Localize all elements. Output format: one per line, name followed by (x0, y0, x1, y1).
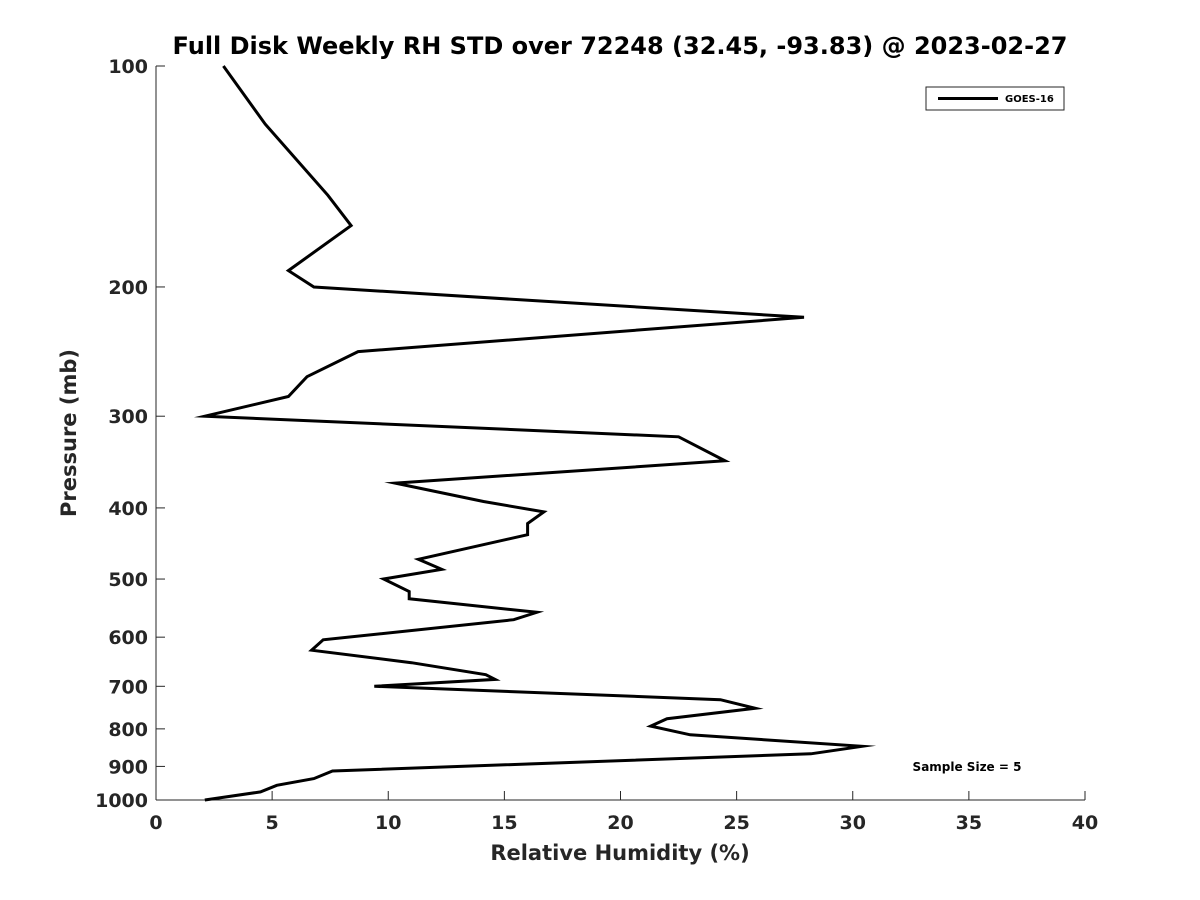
sample-size-annotation: Sample Size = 5 (913, 760, 1022, 774)
x-tick-label: 10 (375, 812, 401, 834)
series-layer (193, 65, 877, 802)
y-tick-label: 300 (108, 406, 148, 428)
series-line-goes-16 (193, 65, 877, 802)
legend-label: GOES-16 (1005, 94, 1054, 105)
x-tick-label: 35 (956, 812, 982, 834)
x-tick-label: 0 (149, 812, 162, 834)
y-tick-label: 800 (108, 719, 148, 741)
x-tick-label: 30 (840, 812, 866, 834)
y-tick-label: 500 (108, 569, 148, 591)
x-tick-label: 5 (266, 812, 279, 834)
y-tick-label: 900 (108, 756, 148, 778)
y-tick-label: 600 (108, 627, 148, 649)
y-axis-label: Pressure (mb) (57, 349, 81, 517)
x-ticks: 0 5 10 15 20 25 30 35 40 (149, 791, 1098, 834)
x-tick-label: 15 (491, 812, 517, 834)
x-axis-label: Relative Humidity (%) (490, 841, 749, 865)
y-tick-label: 1000 (95, 790, 148, 812)
y-tick-label: 400 (108, 498, 148, 520)
x-tick-label: 40 (1072, 812, 1098, 834)
y-tick-label: 100 (108, 56, 148, 78)
y-ticks: 100 200 300 400 500 600 700 800 900 1000 (95, 56, 165, 812)
y-tick-label: 200 (108, 277, 148, 299)
legend: GOES-16 (925, 86, 1065, 111)
chart-title: Full Disk Weekly RH STD over 72248 (32.4… (173, 32, 1068, 60)
y-tick-label: 700 (108, 676, 148, 698)
x-tick-label: 20 (607, 812, 633, 834)
x-tick-label: 25 (723, 812, 749, 834)
